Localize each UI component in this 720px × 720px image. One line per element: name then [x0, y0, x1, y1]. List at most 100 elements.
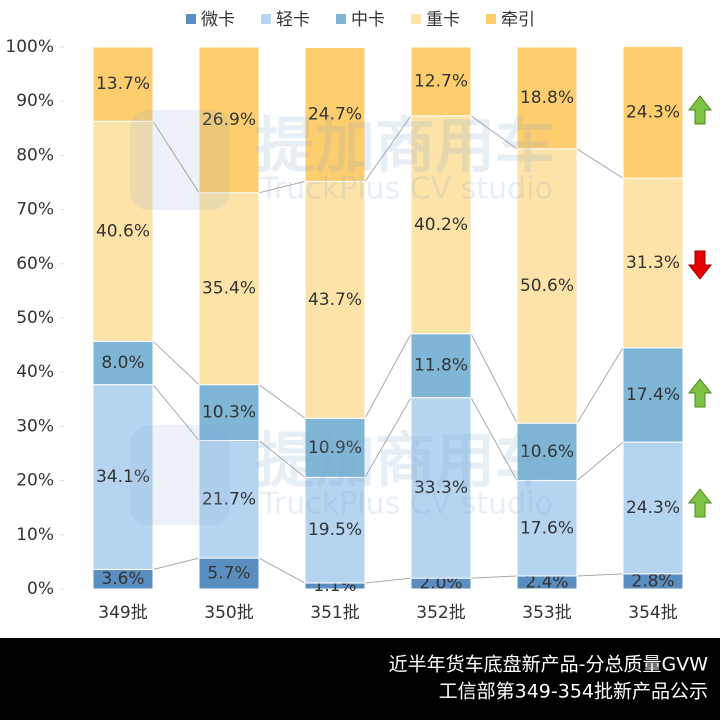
- connector: [470, 333, 518, 424]
- connector: [364, 115, 412, 182]
- value-label: 10.6%: [520, 442, 574, 462]
- x-tick-label: 351批: [310, 603, 359, 623]
- bar-segment: [92, 340, 154, 386]
- x-tick-label: 353批: [522, 603, 571, 623]
- legend-label: 微卡: [201, 10, 235, 30]
- bar-segment: [622, 45, 684, 179]
- bar-segment: [304, 47, 366, 182]
- connector: [152, 340, 200, 386]
- footer-line: 工信部第349-354批新产品公示: [439, 681, 708, 703]
- value-label: 33.3%: [414, 478, 468, 498]
- up-arrow: [687, 95, 713, 125]
- bar-segment: [516, 480, 578, 577]
- bar-segment: [304, 417, 366, 478]
- bar-segment: [410, 115, 472, 335]
- value-label: 35.4%: [202, 279, 256, 299]
- value-label: 17.4%: [626, 385, 680, 405]
- watermark-logo: [130, 110, 230, 210]
- value-label: 24.3%: [626, 102, 680, 122]
- bar-segment: [410, 46, 472, 117]
- value-label: 12.7%: [414, 71, 468, 91]
- connector: [470, 397, 518, 481]
- value-label: 50.6%: [520, 276, 574, 296]
- connector: [258, 180, 306, 194]
- bar-segment: [304, 180, 366, 419]
- value-label: 13.7%: [96, 74, 150, 94]
- connector: [152, 384, 200, 441]
- y-tick-label: 70%: [16, 200, 54, 220]
- value-label: 31.3%: [626, 253, 680, 273]
- connector: [576, 347, 624, 424]
- x-tick-label: 350批: [204, 603, 253, 623]
- value-label: 2.8%: [631, 571, 674, 591]
- bar-segment: [92, 384, 154, 570]
- y-tick-label: 10%: [16, 525, 54, 545]
- legend-label: 重卡: [426, 10, 460, 30]
- connector: [152, 120, 200, 194]
- value-label: 8.0%: [101, 353, 144, 373]
- legend-label: 牵引: [501, 10, 535, 30]
- bar-segment: [622, 347, 684, 443]
- connector: [258, 440, 306, 478]
- connector: [576, 148, 624, 179]
- bar-segment: [198, 46, 260, 194]
- up-arrow: [687, 488, 713, 518]
- bar-segment: [198, 192, 260, 386]
- value-label: 26.9%: [202, 110, 256, 130]
- value-label: 5.7%: [207, 564, 250, 584]
- bar-segment: [516, 46, 578, 150]
- bar-segment: [92, 46, 154, 122]
- connector: [576, 573, 624, 577]
- x-tick-label: 349批: [98, 603, 147, 623]
- bar-segment: [410, 333, 472, 399]
- value-label: 11.8%: [414, 356, 468, 376]
- value-label: 19.5%: [308, 520, 362, 540]
- connector: [364, 397, 412, 478]
- y-tick-label: 80%: [16, 145, 54, 165]
- value-label: 24.3%: [626, 498, 680, 518]
- connector: [258, 384, 306, 419]
- y-tick-label: 30%: [16, 416, 54, 436]
- value-label: 10.3%: [202, 403, 256, 423]
- value-label: 17.6%: [520, 518, 574, 538]
- y-tick-label: 50%: [16, 308, 54, 328]
- footer-band: [0, 638, 720, 720]
- watermark-logo: [130, 425, 230, 525]
- y-tick-label: 90%: [16, 91, 54, 111]
- bar-segment: [304, 476, 366, 584]
- connector: [364, 577, 412, 584]
- x-tick-label: 354批: [628, 603, 677, 623]
- legend-label: 轻卡: [276, 10, 310, 30]
- y-tick-label: 100%: [5, 37, 54, 57]
- connector: [576, 441, 624, 481]
- legend-swatch: [411, 14, 421, 24]
- legend-label: 中卡: [351, 10, 385, 30]
- legend-swatch: [486, 14, 496, 24]
- legend-swatch: [336, 14, 346, 24]
- connector: [258, 557, 306, 584]
- connector: [470, 115, 518, 150]
- watermark: 提加商用车: [255, 112, 555, 182]
- value-label: 43.7%: [308, 290, 362, 310]
- down-arrow: [687, 250, 713, 280]
- bar-segment: [516, 422, 578, 482]
- connector: [470, 575, 518, 579]
- value-label: 10.9%: [308, 438, 362, 458]
- bar-segment: [622, 441, 684, 575]
- y-tick-label: 60%: [16, 254, 54, 274]
- bar-segment: [622, 177, 684, 349]
- value-label: 3.6%: [101, 569, 144, 589]
- watermark-subtitle: TruckPlus CV studio: [259, 487, 553, 522]
- up-arrow: [687, 378, 713, 408]
- value-label: 34.1%: [96, 467, 150, 487]
- value-label: 40.6%: [96, 221, 150, 241]
- watermark-subtitle: TruckPlus CV studio: [259, 172, 553, 207]
- footer-line: 近半年货车底盘新产品-分总质量GVW: [389, 654, 709, 676]
- value-label: 21.7%: [202, 489, 256, 509]
- y-tick-label: 40%: [16, 362, 54, 382]
- bar-segment: [92, 120, 154, 342]
- bar-segment: [198, 439, 260, 559]
- connector: [364, 333, 412, 419]
